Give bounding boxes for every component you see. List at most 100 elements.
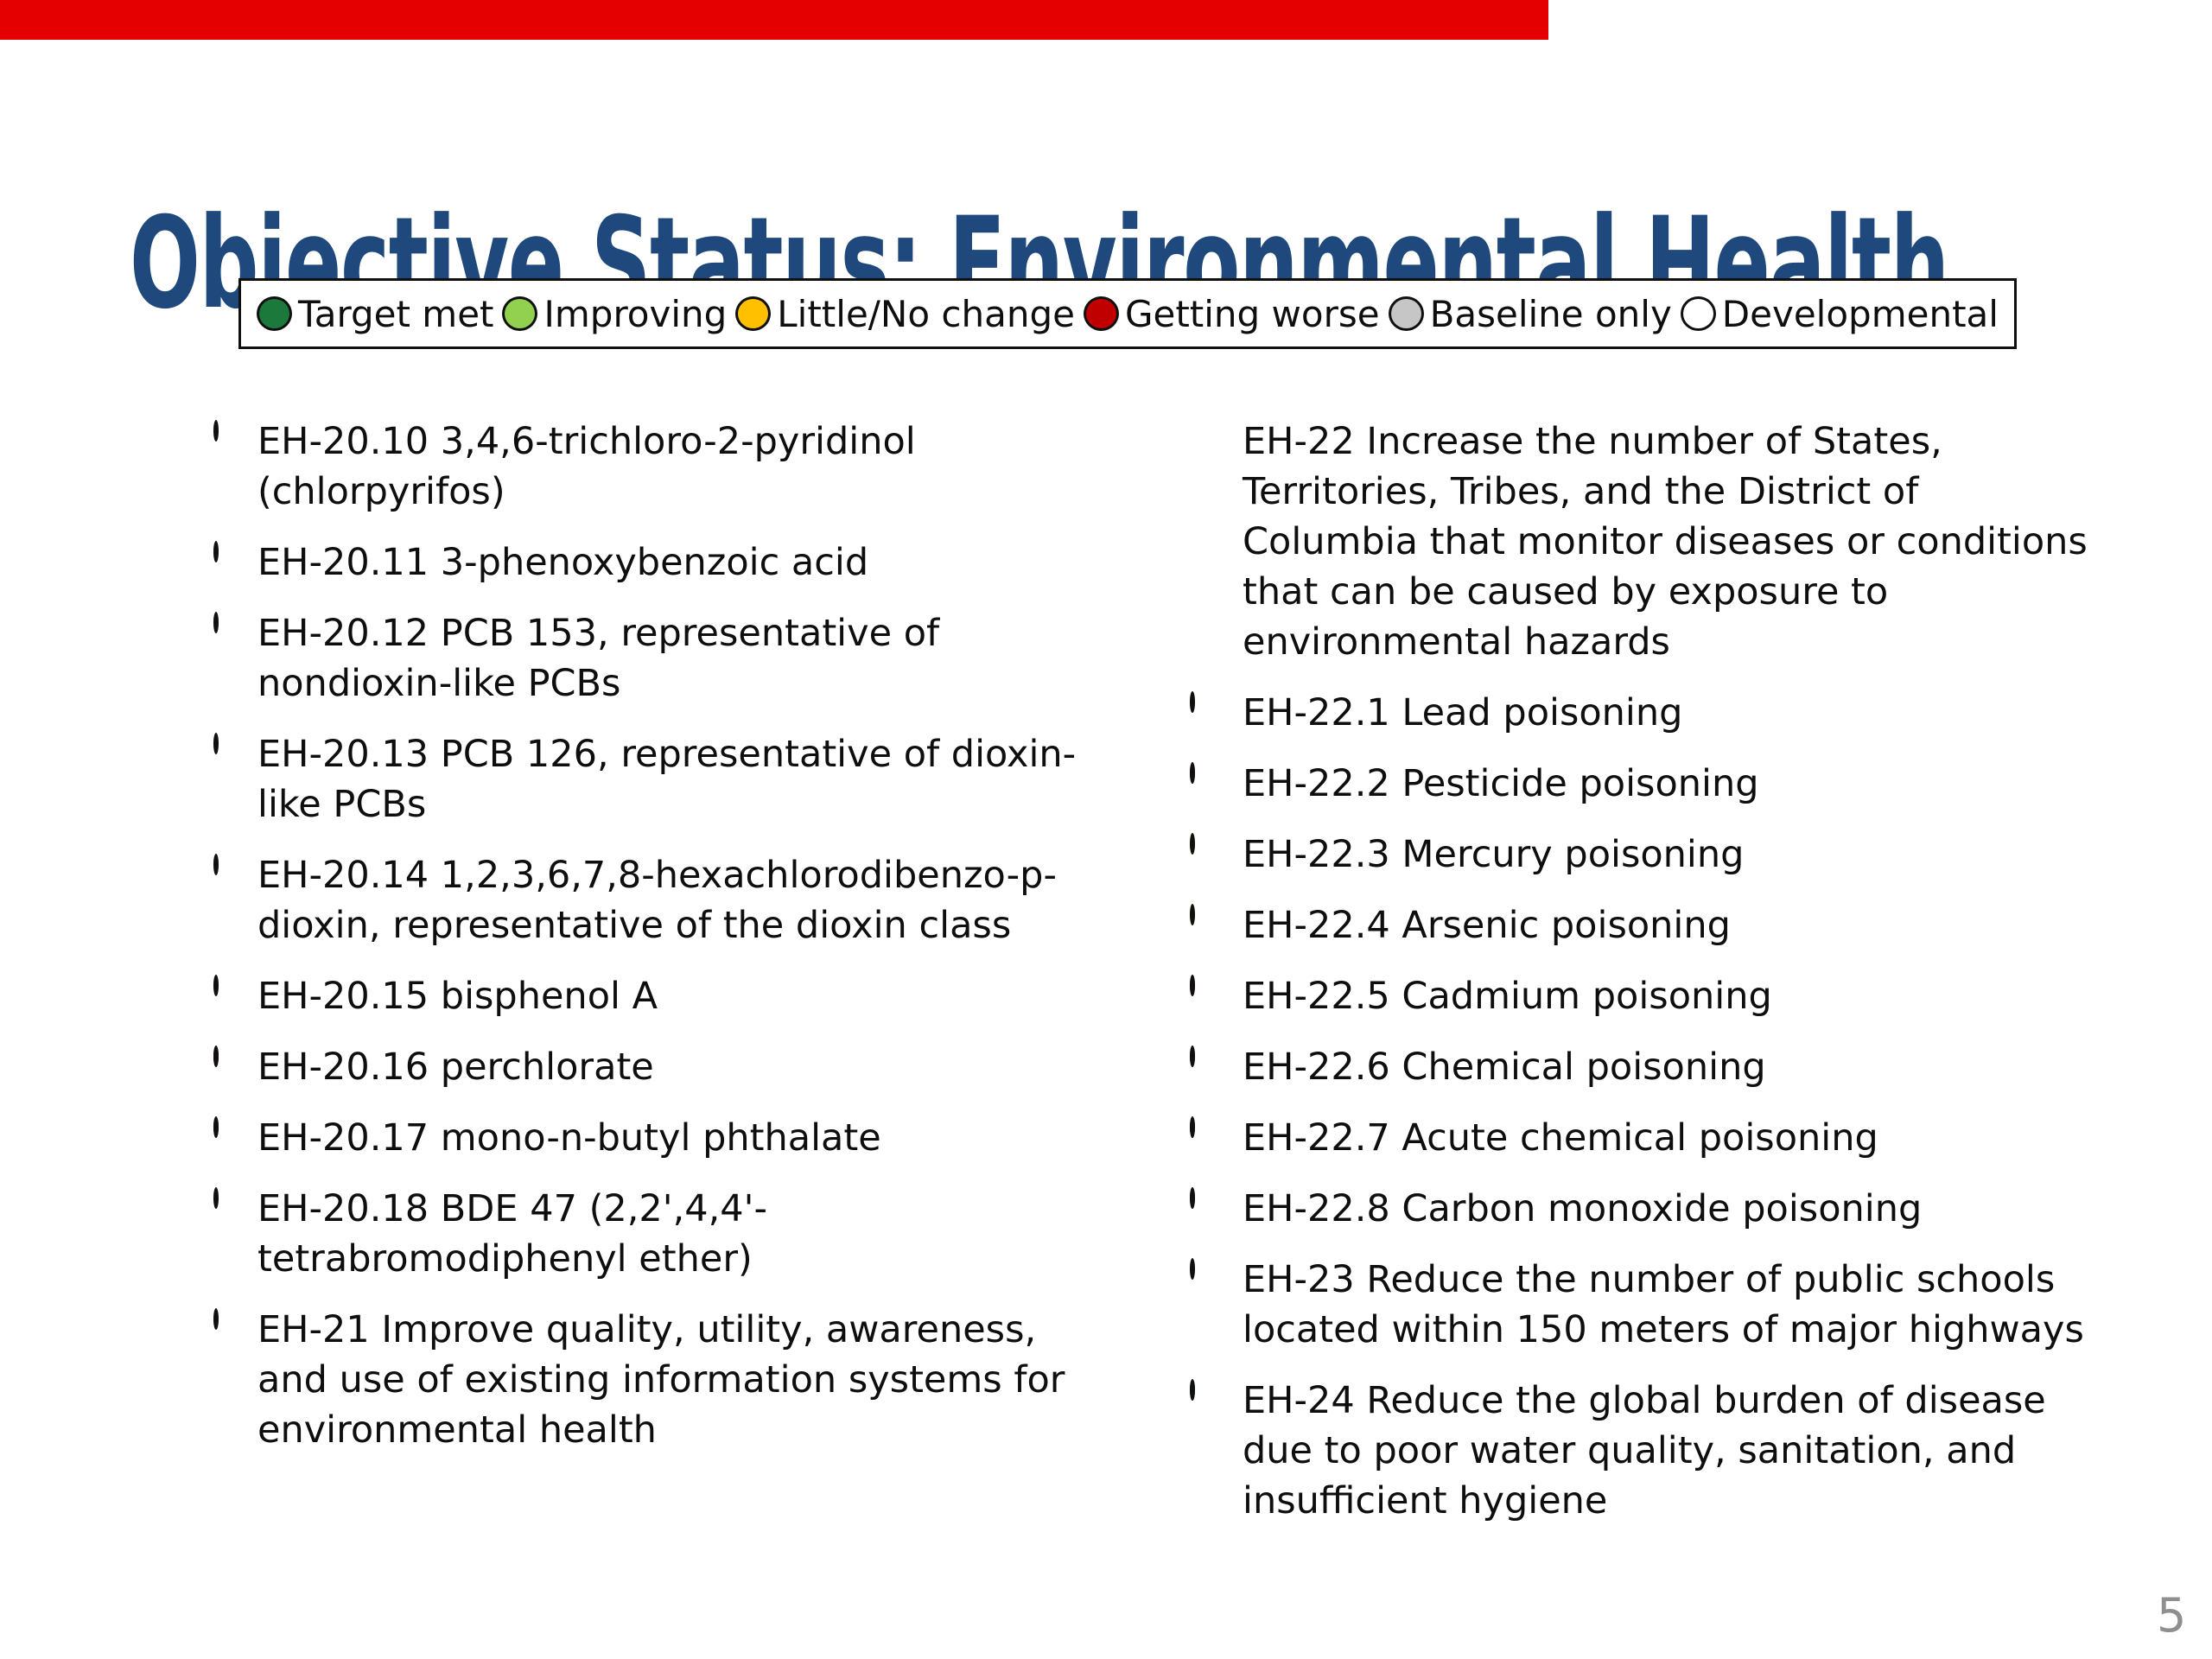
item-text: EH-20.10 3,4,6-trichloro-2-pyridinol (ch…: [257, 420, 916, 513]
item-text: EH-20.13 PCB 126, representative of diox…: [257, 733, 1077, 826]
status-circle-icon: [1083, 296, 1119, 331]
status-circle-icon: [1190, 1046, 1195, 1067]
objective-list-left: EH-20.10 3,4,6-trichloro-2-pyridinol (ch…: [213, 416, 1233, 1476]
status-circle-icon: [213, 1308, 219, 1330]
bullet-slot: [1190, 1255, 1243, 1280]
list-item: EH-24 Reduce the global burden of diseas…: [1190, 1376, 2175, 1526]
legend-item: Developmental: [1680, 292, 1999, 335]
status-circle-icon: [1388, 296, 1424, 331]
list-item: EH-20.13 PCB 126, representative of diox…: [213, 729, 1233, 830]
bullet-slot: [213, 416, 257, 442]
bullet-slot: [1190, 830, 1243, 855]
item-text: EH-24 Reduce the global burden of diseas…: [1243, 1379, 2046, 1522]
list-item: EH-22.5 Cadmium poisoning: [1190, 971, 2175, 1021]
legend-item: Getting worse: [1083, 292, 1380, 335]
bullet-slot: [213, 1305, 257, 1330]
bullet-slot: [213, 537, 257, 563]
legend-item: Baseline only: [1388, 292, 1672, 335]
status-circle-icon: [1190, 975, 1195, 996]
item-text: EH-22.5 Cadmium poisoning: [1243, 975, 1772, 1018]
list-item: EH-22.4 Arsenic poisoning: [1190, 900, 2175, 950]
bullet-slot: [213, 1113, 257, 1138]
status-circle-icon: [257, 296, 292, 331]
list-item: EH-23 Reduce the number of public school…: [1190, 1255, 2175, 1355]
item-text: EH-22.1 Lead poisoning: [1243, 691, 1683, 734]
item-text: EH-22.2 Pesticide poisoning: [1243, 762, 1759, 805]
bullet-slot: [1190, 1042, 1243, 1067]
bullet-slot: [1190, 971, 1243, 996]
top-red-bar: [0, 0, 1548, 40]
status-circle-icon: [213, 612, 219, 633]
status-circle-icon: [1190, 691, 1195, 713]
status-circle-icon: [213, 975, 219, 996]
list-item: EH-22.3 Mercury poisoning: [1190, 830, 2175, 880]
objective-list-right: EH-22 Increase the number of States, Ter…: [1190, 416, 2175, 1547]
legend-item-label: Developmental: [1721, 292, 1999, 335]
item-text: EH-20.11 3-phenoxybenzoic acid: [257, 541, 869, 584]
bullet-slot: [1190, 1184, 1243, 1209]
bullet-slot: [1190, 416, 1243, 423]
status-circle-icon: [502, 296, 538, 331]
status-circle-icon: [213, 1187, 219, 1209]
item-text: EH-20.15 bisphenol A: [257, 975, 658, 1018]
legend-item: Improving: [502, 293, 727, 335]
status-circle-icon: [213, 854, 219, 875]
bullet-slot: [1190, 688, 1243, 713]
bullet-slot: [213, 729, 257, 754]
item-text: EH-20.17 mono-n-butyl phthalate: [257, 1116, 881, 1160]
list-item: EH-22.1 Lead poisoning: [1190, 688, 2175, 738]
item-text: EH-22.8 Carbon monoxide poisoning: [1243, 1187, 1923, 1230]
legend: Target met Improving Little/No change Getti…: [238, 278, 2017, 349]
list-item: EH-22 Increase the number of States, Ter…: [1190, 416, 2175, 667]
list-item: EH-21 Improve quality, utility, awarenes…: [213, 1305, 1233, 1455]
status-circle-icon: [1190, 1187, 1195, 1209]
item-text: EH-22.4 Arsenic poisoning: [1243, 904, 1731, 947]
page-number: 5: [2157, 1588, 2187, 1643]
list-item: EH-20.15 bisphenol A: [213, 971, 1233, 1021]
item-text: EH-22.3 Mercury poisoning: [1243, 833, 1745, 876]
status-circle-icon: [1190, 904, 1195, 925]
list-item: EH-22.8 Carbon monoxide poisoning: [1190, 1184, 2175, 1234]
status-circle-icon: [1190, 762, 1195, 784]
list-item: EH-22.7 Acute chemical poisoning: [1190, 1113, 2175, 1163]
status-circle-icon: [735, 296, 772, 331]
list-item: EH-20.10 3,4,6-trichloro-2-pyridinol (ch…: [213, 416, 1233, 517]
status-circle-icon: [1190, 1379, 1195, 1401]
legend-item-label: Improving: [543, 292, 728, 335]
list-item: EH-22.2 Pesticide poisoning: [1190, 759, 2175, 809]
status-circle-icon: [213, 1116, 219, 1138]
legend-item-label: Target met: [298, 292, 494, 335]
item-text: EH-22.6 Chemical poisoning: [1243, 1046, 1766, 1089]
status-circle-icon: [213, 733, 219, 754]
bullet-slot: [1190, 1113, 1243, 1138]
list-item: EH-20.17 mono-n-butyl phthalate: [213, 1113, 1233, 1163]
item-text: EH-20.14 1,2,3,6,7,8-hexachlorodibenzo-p…: [257, 854, 1057, 947]
item-text: EH-20.16 perchlorate: [257, 1046, 654, 1089]
item-text: EH-21 Improve quality, utility, awarenes…: [257, 1308, 1065, 1452]
status-circle-icon: [1190, 1258, 1195, 1280]
item-text: EH-22 Increase the number of States, Ter…: [1243, 420, 2088, 664]
bullet-slot: [213, 1184, 257, 1209]
legend-item-label: Getting worse: [1124, 292, 1380, 335]
status-circle-icon: [213, 541, 219, 563]
item-text: EH-22.7 Acute chemical poisoning: [1243, 1116, 1878, 1160]
bullet-slot: [213, 850, 257, 875]
status-circle-icon: [213, 420, 219, 442]
list-item: EH-22.6 Chemical poisoning: [1190, 1042, 2175, 1092]
bullet-slot: [213, 608, 257, 633]
list-item: EH-20.12 PCB 153, representative of nond…: [213, 608, 1233, 709]
list-item: EH-20.11 3-phenoxybenzoic acid: [213, 537, 1233, 588]
item-text: EH-20.12 PCB 153, representative of nond…: [257, 612, 940, 705]
bullet-slot: [213, 971, 257, 996]
list-item: EH-20.16 perchlorate: [213, 1042, 1233, 1092]
bullet-slot: [1190, 900, 1243, 925]
bullet-slot: [213, 1042, 257, 1067]
status-circle-icon: [213, 1046, 219, 1067]
status-circle-icon: [1190, 1116, 1195, 1138]
status-circle-icon: [1680, 296, 1716, 331]
bullet-slot: [1190, 1376, 1243, 1401]
list-item: EH-20.18 BDE 47 (2,2',4,4'- tetrabromodi…: [213, 1184, 1233, 1284]
legend-item-label: Little/No change: [777, 292, 1075, 335]
legend-item-label: Baseline only: [1429, 292, 1672, 335]
item-text: EH-23 Reduce the number of public school…: [1243, 1258, 2084, 1351]
